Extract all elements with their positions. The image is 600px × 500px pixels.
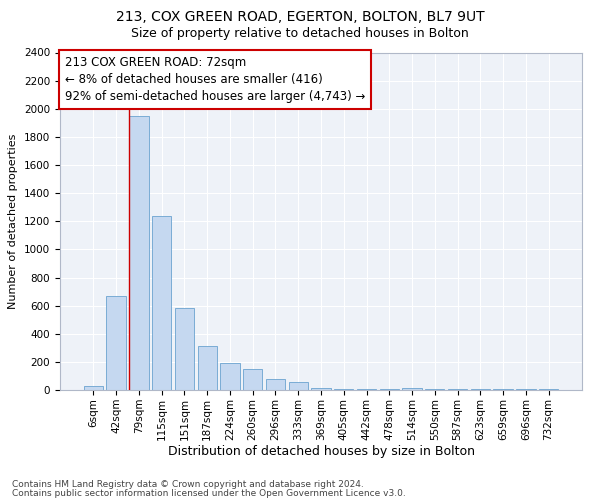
Bar [129,116,149,390]
Bar [152,216,172,390]
Bar [175,308,194,390]
Bar [289,382,308,390]
Bar [334,388,353,390]
Bar [311,388,331,390]
Text: 213, COX GREEN ROAD, EGERTON, BOLTON, BL7 9UT: 213, COX GREEN ROAD, EGERTON, BOLTON, BL… [116,10,484,24]
X-axis label: Distribution of detached houses by size in Bolton: Distribution of detached houses by size … [167,446,475,458]
Bar [84,386,103,390]
Text: 213 COX GREEN ROAD: 72sqm
← 8% of detached houses are smaller (416)
92% of semi-: 213 COX GREEN ROAD: 72sqm ← 8% of detach… [65,56,365,103]
Y-axis label: Number of detached properties: Number of detached properties [8,134,19,309]
Bar [266,379,285,390]
Bar [403,388,422,390]
Bar [243,369,262,390]
Bar [220,362,239,390]
Text: Contains HM Land Registry data © Crown copyright and database right 2024.: Contains HM Land Registry data © Crown c… [12,480,364,489]
Bar [106,296,126,390]
Text: Size of property relative to detached houses in Bolton: Size of property relative to detached ho… [131,28,469,40]
Bar [197,346,217,390]
Bar [539,388,558,390]
Text: Contains public sector information licensed under the Open Government Licence v3: Contains public sector information licen… [12,488,406,498]
